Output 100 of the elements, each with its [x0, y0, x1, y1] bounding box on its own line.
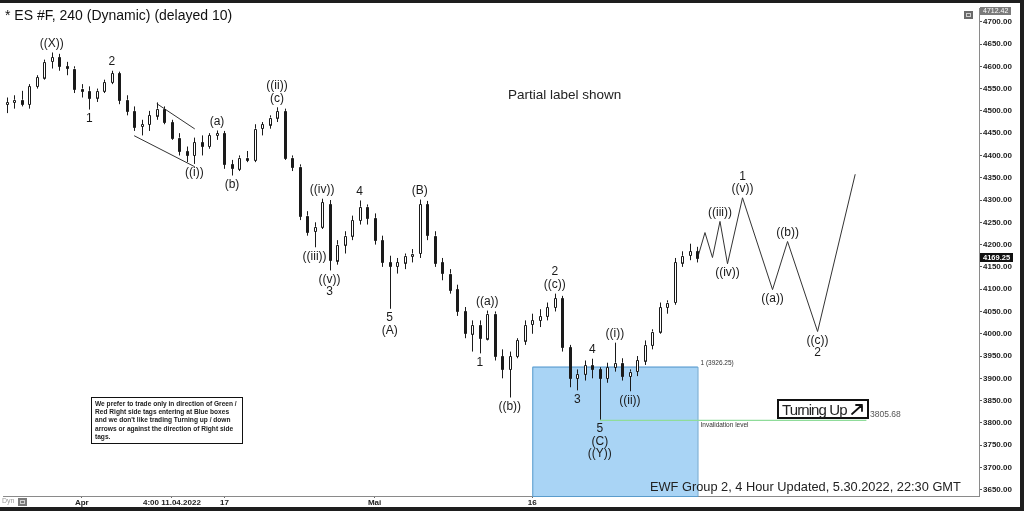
candlestick: [238, 154, 241, 172]
y-tick-label: 3850.00: [983, 395, 1013, 405]
candlestick: [501, 348, 504, 379]
candlestick: [43, 59, 46, 81]
annotation: ((iv)): [715, 265, 740, 280]
candlestick: [171, 119, 174, 141]
candlestick: [344, 230, 347, 255]
annotation: ((iii)): [707, 204, 732, 219]
candlestick: [88, 85, 91, 111]
annotation: 2: [108, 54, 116, 69]
chart-title: * ES #F, 240 (Dynamic) (delayed 10): [5, 7, 233, 23]
annotation: EWF Group 2, 4 Hour Updated, 5.30.2022, 22:30 GMT: [650, 479, 961, 494]
candlestick: [321, 198, 324, 230]
annotation: ((v)) 3: [318, 271, 341, 299]
annotation: ((a)): [761, 290, 784, 305]
candlestick: [524, 319, 527, 346]
annotation: ((ii)): [619, 392, 641, 407]
candlestick: [584, 359, 587, 382]
candlestick: [126, 94, 129, 116]
candlestick: [246, 150, 249, 163]
candlestick: [66, 61, 69, 76]
candlestick: [81, 83, 84, 98]
candlestick: [73, 65, 76, 94]
candlestick: [539, 308, 542, 328]
annotation: ((b)): [498, 398, 522, 413]
annotation: 1: [476, 354, 484, 369]
candlestick: [374, 212, 377, 246]
candlestick: [216, 129, 219, 141]
candlestick: [486, 310, 489, 341]
candlestick: [591, 358, 594, 379]
annotation: ((iv)): [309, 182, 335, 196]
y-tick-label: 4150.00: [983, 262, 1013, 272]
candlestick: [329, 199, 332, 271]
annotation: 3: [573, 391, 581, 406]
candlestick: [223, 130, 226, 170]
y-tick-label: 3800.00: [983, 418, 1013, 428]
candlestick: [419, 199, 422, 259]
candlestick: [28, 83, 31, 110]
y-tick-label: 4400.00: [983, 150, 1013, 160]
candlestick: [426, 200, 429, 241]
y-tick-label: 3650.00: [983, 484, 1013, 494]
annotation: 3805.68: [870, 409, 901, 419]
candlestick: [141, 119, 144, 136]
candlestick: [366, 203, 369, 226]
candlestick: [254, 123, 257, 163]
candlestick: [163, 105, 166, 125]
candlestick: [396, 257, 399, 275]
y-tick-label: 4450.00: [983, 128, 1013, 138]
candlestick: [21, 90, 24, 107]
annotation: ((a)): [475, 293, 499, 308]
candlestick: [599, 366, 602, 421]
candlestick: [404, 253, 407, 270]
candlestick: [614, 342, 617, 373]
candlestick: [178, 132, 181, 156]
candlestick: [509, 351, 512, 398]
annotation: (B): [411, 182, 428, 197]
y-tick-label: 3950.00: [983, 351, 1013, 361]
candlestick: [111, 70, 114, 85]
y-tick-label: 4650.00: [983, 39, 1013, 49]
candlestick: [6, 97, 9, 114]
annotation: Partial label shown: [508, 87, 622, 102]
candlestick: [644, 339, 647, 366]
annotation: ((ii)) (c): [266, 78, 288, 105]
annotation: 2 ((c)): [543, 264, 566, 291]
candlestick: [389, 255, 392, 310]
candlestick: [336, 239, 339, 266]
y-tick-label: 4300.00: [983, 195, 1013, 205]
candlestick: [606, 362, 609, 384]
candlestick: [516, 337, 519, 359]
candlestick: [674, 257, 677, 306]
candlestick: [471, 319, 474, 353]
candlestick: [621, 357, 624, 382]
annotation: 4: [589, 342, 597, 357]
annotation: 4: [356, 183, 364, 198]
candlestick: [659, 302, 662, 335]
annotation: ((X)): [39, 35, 64, 50]
candlestick: [269, 114, 272, 130]
candlestick: [351, 215, 354, 241]
candlestick: [201, 134, 204, 156]
candlestick: [411, 248, 414, 263]
candlestick: [666, 299, 669, 315]
candlestick: [456, 284, 459, 317]
candlestick: [381, 235, 384, 268]
annotation: Turning Up: [782, 400, 847, 418]
candlestick: [306, 210, 309, 237]
candlestick: [434, 230, 437, 268]
candlestick: [96, 88, 99, 103]
candlestick: [291, 154, 294, 172]
candlestick: [51, 51, 54, 70]
candlestick: [681, 250, 684, 268]
candlestick: [689, 243, 692, 261]
x-tick-label: Apr: [74, 498, 89, 507]
candlestick: [561, 295, 564, 353]
x-tick-label: 17: [220, 498, 230, 507]
annotation: ((iii)): [302, 248, 327, 263]
candlestick: [636, 355, 639, 377]
candlestick: [36, 74, 39, 90]
candlestick: [479, 319, 482, 354]
y-tick-label: 4600.00: [983, 61, 1013, 71]
annotation: 1 ((v)): [731, 168, 754, 196]
